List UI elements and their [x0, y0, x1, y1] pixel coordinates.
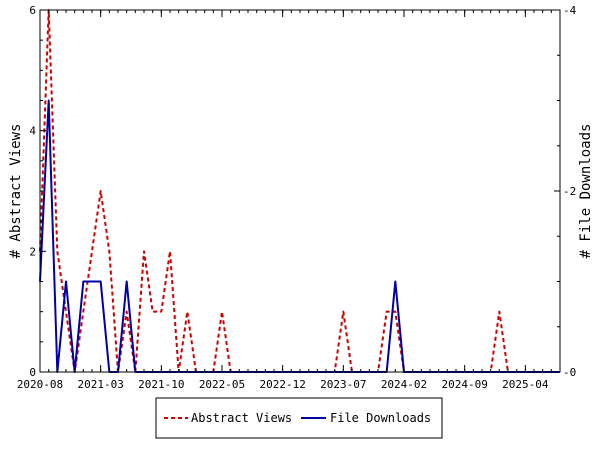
axis-ticks: 2020-08 2021-03 2021-10 2022-05 2022-12 2023-…	[17, 4, 577, 391]
legend: Abstract Views File Downloads	[155, 397, 443, 439]
y-right-axis-title: # File Downloads	[578, 124, 594, 259]
plot-marks	[39, 9, 560, 373]
series-line-abstract-views	[39, 9, 560, 373]
plot-area-frame	[39, 9, 561, 373]
x-tick-label: 2022-05	[199, 378, 245, 391]
x-tick-label: 2021-03	[77, 378, 123, 391]
x-tick-label: 2024-02	[381, 378, 427, 391]
y-right-tick-label: -4	[563, 4, 577, 17]
y-left-tick-label: 0	[29, 366, 36, 379]
y-left-tick-label: 2	[29, 245, 36, 258]
y-left-tick-label: 6	[29, 4, 36, 17]
series-line-file-downloads	[39, 99, 560, 373]
x-tick-label: 2021-10	[138, 378, 184, 391]
y-left-axis-title: # Abstract Views	[8, 124, 24, 259]
x-tick-label: 2023-07	[320, 378, 366, 391]
y-right-tick-label: -0	[563, 366, 576, 379]
legend-label-abstract-views: Abstract Views	[191, 411, 292, 425]
y-right-tick-label: -2	[563, 185, 576, 198]
legend-box	[155, 397, 443, 439]
y-left-tick-label: 4	[29, 125, 36, 138]
x-tick-label: 2020-08	[17, 378, 63, 391]
x-tick-label: 2022-12	[259, 378, 305, 391]
x-tick-label: 2025-04	[502, 378, 549, 391]
x-tick-label: 2024-09	[441, 378, 487, 391]
legend-label-file-downloads: File Downloads	[330, 411, 431, 425]
